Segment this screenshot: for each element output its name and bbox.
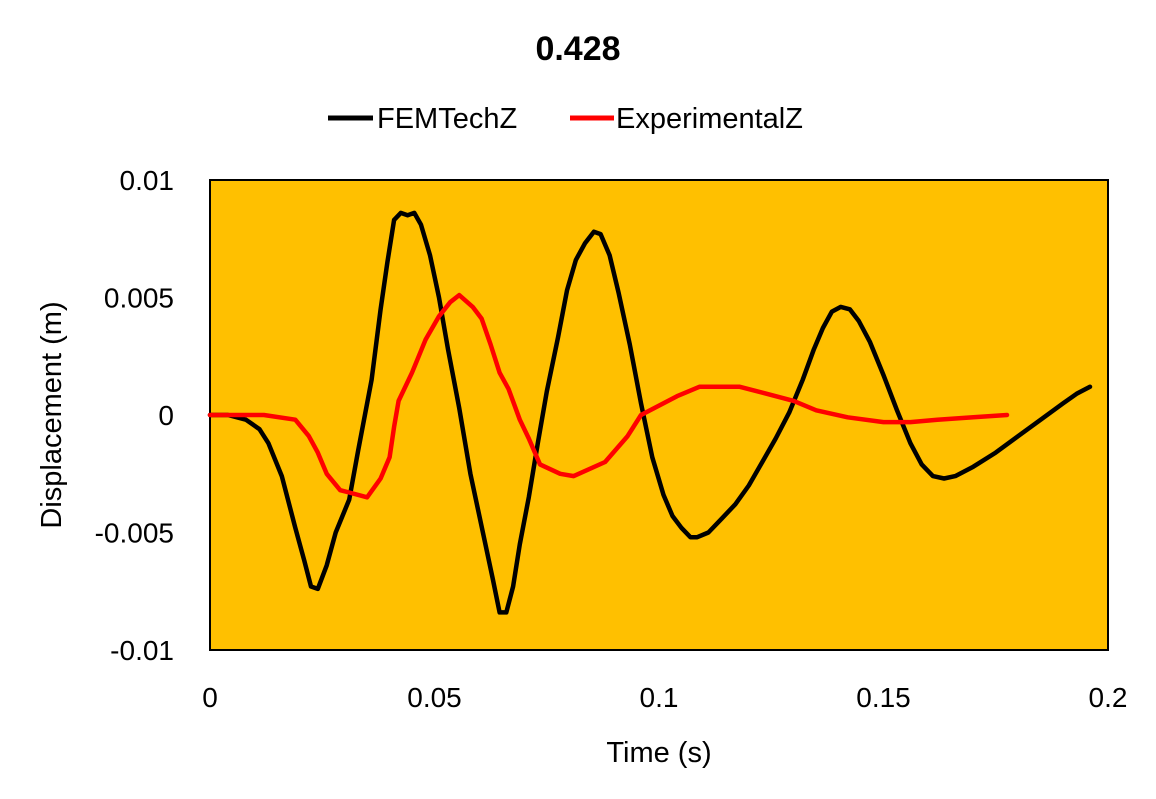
x-axis-title: Time (s) [606,737,711,769]
legend-label-experimentalz: ExperimentalZ [616,103,803,135]
x-tick-label: 0.15 [856,682,911,713]
x-tick-label: 0 [202,682,218,713]
series-line-experimentalz [207,292,1010,500]
y-tick-label: 0 [158,400,174,431]
y-axis-title: Displacement (m) [36,301,68,528]
x-tick-label: 0.1 [640,682,679,713]
legend: FEMTechZ ExperimentalZ [328,103,803,135]
chart-title: 0.428 [535,30,620,68]
x-axis-ticks: 0 0.05 0.1 0.15 0.2 [202,682,1127,713]
y-tick-label: -0.005 [95,518,174,549]
x-tick-label: 0.05 [407,682,462,713]
plot-area [209,179,1109,651]
y-tick-label: 0.01 [120,165,175,196]
legend-label-femtechz: FEMTechZ [377,103,517,135]
y-tick-label: 0.005 [104,283,174,314]
x-tick-label: 0.2 [1089,682,1128,713]
series-line-femtechz [207,210,1093,615]
y-tick-label: -0.01 [110,635,174,666]
y-axis-ticks: 0.01 0.005 0 -0.005 -0.01 [95,165,174,666]
